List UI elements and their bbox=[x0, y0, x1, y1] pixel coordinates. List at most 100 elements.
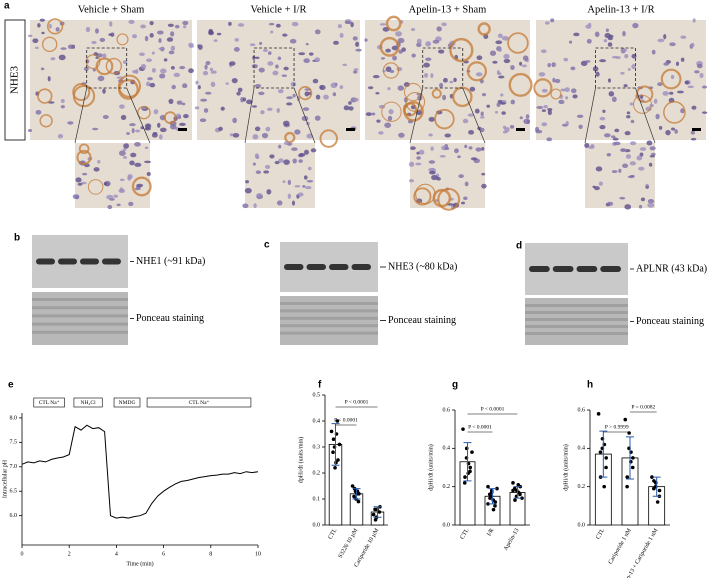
nucleus bbox=[144, 35, 149, 42]
nucleus bbox=[343, 105, 350, 111]
nucleus bbox=[684, 80, 690, 85]
nucleus bbox=[39, 18, 46, 22]
nucleus bbox=[122, 60, 128, 64]
x-tick-label: S3226 10 µM bbox=[338, 527, 360, 559]
y-tick-label: 7.5 bbox=[10, 440, 18, 446]
data-point bbox=[604, 456, 608, 460]
nucleus bbox=[606, 153, 612, 157]
nucleus bbox=[430, 72, 434, 79]
nucleus bbox=[418, 149, 425, 155]
nucleus bbox=[254, 56, 260, 60]
nucleus bbox=[166, 37, 174, 42]
x-axis-label: Time (min) bbox=[126, 560, 153, 567]
nucleus bbox=[657, 38, 665, 43]
nucleus bbox=[147, 77, 153, 81]
nucleus bbox=[510, 99, 516, 105]
nucleus bbox=[525, 114, 530, 119]
tissue bbox=[585, 143, 655, 208]
nucleus bbox=[526, 119, 530, 125]
nucleus bbox=[396, 67, 403, 72]
nucleus bbox=[159, 134, 163, 140]
nucleus bbox=[411, 53, 416, 58]
nucleus bbox=[145, 81, 151, 87]
y-tick-label: 0.3 bbox=[313, 444, 321, 450]
data-point bbox=[466, 471, 471, 476]
nucleus bbox=[603, 39, 608, 43]
nucleus bbox=[210, 70, 217, 74]
stain bbox=[477, 22, 491, 36]
error-bar bbox=[352, 488, 361, 500]
nucleus bbox=[648, 162, 653, 167]
nucleus bbox=[410, 146, 416, 151]
nucleus bbox=[439, 82, 444, 88]
nucleus bbox=[606, 201, 614, 206]
nucleus bbox=[476, 55, 483, 61]
nucleus bbox=[640, 197, 646, 202]
nucleus bbox=[352, 36, 358, 41]
nucleus bbox=[287, 193, 292, 199]
nucleus bbox=[110, 32, 115, 37]
stain bbox=[466, 61, 487, 82]
nucleus bbox=[344, 20, 352, 25]
nucleus bbox=[460, 201, 466, 205]
data-point bbox=[329, 429, 334, 434]
row-label-box bbox=[4, 19, 26, 141]
nucleus bbox=[163, 58, 168, 62]
scale-bar bbox=[516, 128, 525, 131]
stain bbox=[432, 188, 452, 208]
stain bbox=[431, 88, 442, 99]
nucleus bbox=[629, 141, 637, 146]
ponceau-band bbox=[32, 314, 128, 318]
nucleus bbox=[398, 49, 403, 54]
stain bbox=[284, 131, 296, 144]
nucleus bbox=[258, 91, 265, 96]
nucleus bbox=[371, 112, 376, 116]
nucleus bbox=[449, 80, 454, 84]
nucleus bbox=[444, 133, 452, 138]
nucleus bbox=[144, 127, 152, 131]
nucleus bbox=[387, 87, 391, 91]
nucleus bbox=[540, 49, 547, 54]
nucleus bbox=[209, 67, 214, 72]
nucleus bbox=[291, 200, 296, 206]
nucleus bbox=[281, 74, 287, 77]
p-value: P < 0.0001 bbox=[481, 406, 505, 412]
nucleus bbox=[342, 63, 347, 67]
nucleus bbox=[348, 106, 354, 111]
nucleus bbox=[492, 60, 498, 64]
ponceau-band bbox=[280, 309, 378, 313]
nucleus bbox=[252, 105, 257, 108]
nucleus bbox=[607, 78, 612, 83]
nucleus bbox=[663, 34, 667, 40]
data-point bbox=[493, 504, 497, 508]
nucleus bbox=[429, 170, 436, 175]
data-point bbox=[602, 484, 606, 489]
phase-box bbox=[73, 397, 103, 408]
y-tick-label: 0.4 bbox=[313, 418, 321, 424]
x-tick-label: 4 bbox=[115, 551, 118, 557]
data-point bbox=[604, 465, 608, 470]
nucleus bbox=[131, 128, 135, 134]
stain bbox=[319, 129, 338, 148]
band bbox=[329, 264, 349, 270]
nucleus bbox=[298, 159, 303, 163]
inset-box bbox=[595, 47, 636, 89]
nucleus bbox=[204, 91, 212, 95]
error-bar bbox=[652, 476, 661, 497]
nucleus bbox=[292, 93, 296, 98]
nucleus bbox=[611, 55, 618, 59]
stain-label: Ponceau staining bbox=[636, 316, 704, 327]
nucleus bbox=[229, 61, 236, 66]
nucleus bbox=[333, 40, 339, 45]
nucleus bbox=[441, 22, 447, 27]
histology-image bbox=[27, 18, 195, 140]
nucleus bbox=[267, 51, 272, 55]
nucleus bbox=[680, 108, 685, 114]
nucleus bbox=[463, 196, 468, 201]
scale-bar bbox=[178, 128, 187, 131]
nucleus bbox=[287, 179, 292, 186]
band bbox=[58, 258, 77, 265]
nucleus bbox=[365, 112, 372, 117]
nucleus bbox=[372, 75, 380, 79]
nucleus bbox=[649, 155, 655, 158]
